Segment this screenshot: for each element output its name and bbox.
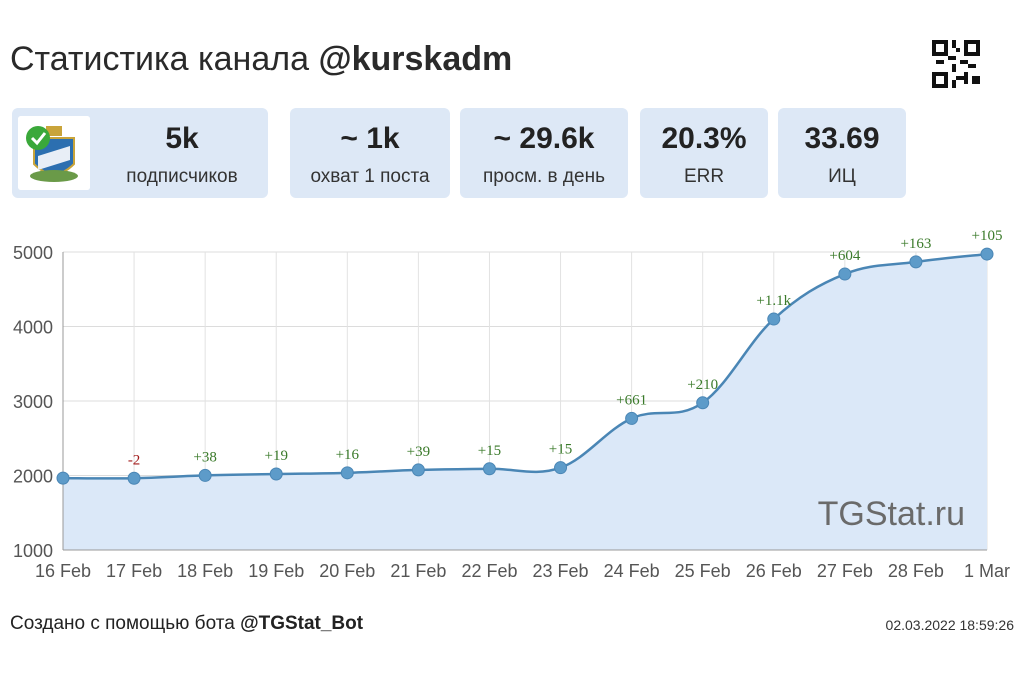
data-point <box>626 412 638 424</box>
data-label: +15 <box>478 443 501 459</box>
x-tick-label: 1 Mar <box>964 561 1010 581</box>
data-point <box>199 469 211 481</box>
x-tick-label: 28 Feb <box>888 561 944 581</box>
x-tick-label: 21 Feb <box>390 561 446 581</box>
channel-avatar-icon <box>18 116 90 190</box>
data-label: +163 <box>900 236 931 252</box>
data-label: +39 <box>407 444 430 460</box>
data-point <box>341 467 353 479</box>
data-label: +16 <box>336 447 360 463</box>
data-point <box>768 313 780 325</box>
y-tick-label: 3000 <box>13 392 53 412</box>
timestamp: 02.03.2022 18:59:26 <box>886 617 1014 633</box>
watermark: TGStat.ru <box>818 495 965 533</box>
footer-prefix: Создано с помощью бота <box>10 613 235 634</box>
x-tick-label: 17 Feb <box>106 561 162 581</box>
x-tick-label: 19 Feb <box>248 561 304 581</box>
stat-card-daily-views: ~ 29.6k просм. в день <box>460 108 628 198</box>
title-prefix: Статистика канала <box>10 40 309 78</box>
data-label: +661 <box>616 392 647 408</box>
x-tick-label: 26 Feb <box>746 561 802 581</box>
data-point <box>555 462 567 474</box>
y-tick-label: 5000 <box>13 243 53 263</box>
channel-name: @kurskadm <box>318 40 512 78</box>
stat-card-err: 20.3% ERR <box>640 108 768 198</box>
stat-card-subscribers: 5k подписчиков <box>12 108 268 198</box>
stat-value: 20.3% <box>640 122 768 156</box>
stat-value: ~ 1k <box>290 122 450 156</box>
data-point <box>483 463 495 475</box>
stat-label: охват 1 поста <box>290 166 450 188</box>
subscribers-chart: 1000 2000 3000 4000 5000 16 Feb 17 Feb 18 Feb 19… <box>0 220 1020 590</box>
data-label: +1.1k <box>756 293 791 309</box>
page-title: Статистика канала @kurskadm <box>10 40 512 79</box>
data-label: +19 <box>264 448 287 464</box>
data-point <box>910 256 922 268</box>
footer-credit: Создано с помощью бота @TGStat_Bot <box>10 613 363 635</box>
data-point <box>839 268 851 280</box>
y-tick-label: 1000 <box>13 541 53 561</box>
stat-label: ERR <box>640 166 768 188</box>
y-tick-label: 2000 <box>13 467 53 487</box>
data-point <box>981 248 993 260</box>
stat-value: 33.69 <box>778 122 906 156</box>
x-tick-label: 18 Feb <box>177 561 233 581</box>
data-label: +604 <box>829 248 860 264</box>
x-tick-label: 24 Feb <box>604 561 660 581</box>
data-label: +105 <box>972 228 1003 244</box>
x-tick-label: 16 Feb <box>35 561 91 581</box>
stat-card-reach: ~ 1k охват 1 поста <box>290 108 450 198</box>
data-label: +210 <box>687 377 718 393</box>
bot-link[interactable]: @TGStat_Bot <box>240 613 363 634</box>
data-point <box>270 468 282 480</box>
data-point <box>128 472 140 484</box>
x-tick-label: 25 Feb <box>675 561 731 581</box>
x-tick-label: 20 Feb <box>319 561 375 581</box>
qr-code-icon <box>932 40 980 88</box>
data-point <box>697 397 709 409</box>
data-label: +38 <box>193 449 216 465</box>
stat-label: ИЦ <box>778 166 906 188</box>
x-tick-label: 27 Feb <box>817 561 873 581</box>
data-label: -2 <box>128 452 141 468</box>
data-label: +15 <box>549 442 572 458</box>
x-tick-label: 23 Feb <box>533 561 589 581</box>
stat-label: просм. в день <box>460 166 628 188</box>
y-tick-label: 4000 <box>13 318 53 338</box>
stat-label: подписчиков <box>96 166 268 188</box>
data-point <box>412 464 424 476</box>
stat-value: ~ 29.6k <box>460 122 628 156</box>
x-tick-label: 22 Feb <box>461 561 517 581</box>
stat-card-ic: 33.69 ИЦ <box>778 108 906 198</box>
data-point <box>57 472 69 484</box>
stat-value: 5k <box>96 122 268 156</box>
